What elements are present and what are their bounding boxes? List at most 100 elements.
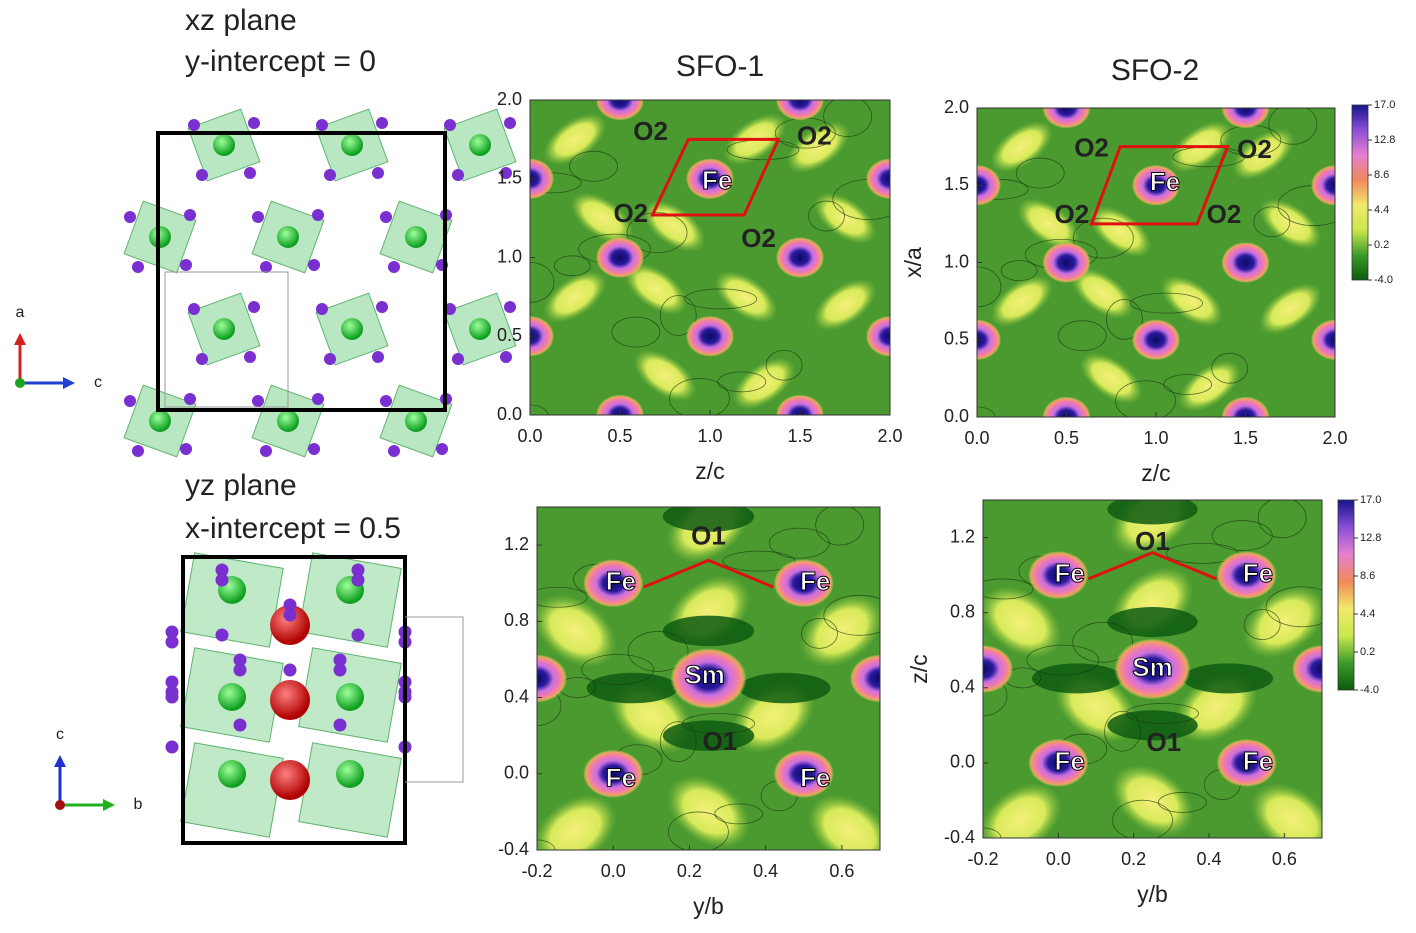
plane-label: xz plane <box>185 4 297 37</box>
contour-line <box>1115 380 1176 417</box>
contour-line <box>659 295 697 336</box>
atom-peak <box>850 654 880 703</box>
axis-name: c <box>94 374 102 391</box>
atom-peak <box>1311 164 1335 206</box>
atom-label: O2 <box>633 116 668 146</box>
contour-panel: O2 Fe O2 O2 O2 0.0 0.5 1.0 1.5 2.0 0.0 0.5 1.0 1.5 2.0… <box>900 54 1395 486</box>
contour-line <box>1015 157 1065 189</box>
atom-peak <box>1132 164 1180 206</box>
bond-outline <box>643 558 774 589</box>
y-tick-label: 0.0 <box>497 404 522 424</box>
o-atom <box>351 628 365 642</box>
unit-cell <box>181 555 407 845</box>
o-atom <box>333 718 347 732</box>
y-axis-label: z/c <box>906 654 932 683</box>
o-atom <box>165 625 179 639</box>
atom-peak <box>596 394 644 415</box>
colorbar-label: 4.4 <box>1374 204 1389 216</box>
contour-line <box>668 811 729 850</box>
contour-line <box>1072 621 1134 663</box>
atom-peak <box>1221 108 1270 129</box>
x-tick-label: 0.0 <box>1046 849 1071 869</box>
axis-name: b <box>134 796 143 813</box>
contour-line <box>611 316 661 348</box>
atom-peak <box>1311 319 1335 361</box>
contour-line <box>717 371 767 393</box>
o-atom <box>312 393 324 405</box>
atom-peak <box>977 164 1001 206</box>
contour-field <box>977 108 1335 417</box>
axis-name: c <box>56 726 64 743</box>
high-region <box>813 278 877 331</box>
o-atom <box>500 167 512 179</box>
origin <box>15 378 25 388</box>
x-axis-label: y/b <box>1137 881 1168 907</box>
y-tick-label: 1.5 <box>497 168 522 188</box>
o-atom <box>252 395 264 407</box>
o-atom <box>283 608 297 622</box>
contour-line <box>977 266 1002 308</box>
y-tick-label: 1.2 <box>950 526 975 546</box>
atom-peak <box>866 158 890 200</box>
o-atom <box>244 351 256 363</box>
low-region <box>586 672 679 704</box>
y-axis-label: x/a <box>900 247 926 278</box>
contour-line <box>669 378 730 415</box>
atom-label: Fe <box>606 566 636 596</box>
o-atom <box>333 653 347 667</box>
high-region <box>983 783 1062 838</box>
y-tick-label: 0.5 <box>497 325 522 345</box>
x-tick-label: 0.4 <box>1196 849 1221 869</box>
fe-atom <box>218 760 246 788</box>
high-region <box>1259 198 1322 250</box>
contour-line <box>581 654 655 685</box>
atom-peak <box>1028 738 1089 787</box>
atom-label: Fe <box>800 566 830 596</box>
atom-label: Fe <box>1054 746 1084 776</box>
intercept-label: x-intercept = 0.5 <box>185 512 401 545</box>
colorbar-label: 17.0 <box>1374 99 1395 111</box>
o-atom <box>283 663 297 677</box>
frame <box>536 506 881 851</box>
atom-label: Sm <box>684 659 724 689</box>
o-atom <box>233 653 247 667</box>
atom-peak <box>530 315 554 357</box>
high-region <box>537 794 617 850</box>
o-atom <box>444 119 456 131</box>
o-atom <box>351 573 365 587</box>
high-region <box>642 200 706 252</box>
contour-line <box>553 255 591 277</box>
frame <box>982 499 1323 839</box>
o-atom <box>132 445 144 457</box>
high-region <box>543 271 607 323</box>
high-region <box>1111 764 1194 837</box>
o-atom <box>180 443 192 455</box>
high-region <box>808 794 880 850</box>
y-tick-label: 0.0 <box>944 406 969 426</box>
axis-name: a <box>16 304 25 321</box>
contour-line <box>983 578 1034 600</box>
contour-line <box>1211 352 1249 384</box>
colorbar-label: -4.0 <box>1374 274 1393 286</box>
o-atom <box>180 259 192 271</box>
colorbar-label: 4.4 <box>1360 608 1375 620</box>
contour-line <box>808 200 845 232</box>
contour-line <box>1158 792 1207 813</box>
colorbar-label: 12.8 <box>1360 532 1381 544</box>
contour-line <box>1243 609 1281 640</box>
y-tick-label: 1.2 <box>504 534 529 554</box>
arrow-head <box>54 755 66 767</box>
o-atom <box>504 117 516 129</box>
high-region <box>983 586 1062 658</box>
x-tick-label: 1.5 <box>787 426 812 446</box>
atom-label: O2 <box>613 198 648 228</box>
atom-peak <box>1028 551 1089 600</box>
y-tick-label: 0.4 <box>950 677 975 697</box>
fe-atom <box>341 134 363 156</box>
fe-atom <box>277 410 299 432</box>
x-tick-label: 1.5 <box>1233 428 1258 448</box>
high-region <box>990 275 1053 327</box>
colorbar <box>1351 104 1369 281</box>
y-tick-label: 0.8 <box>950 601 975 621</box>
x-tick-label: 1.0 <box>1143 428 1168 448</box>
